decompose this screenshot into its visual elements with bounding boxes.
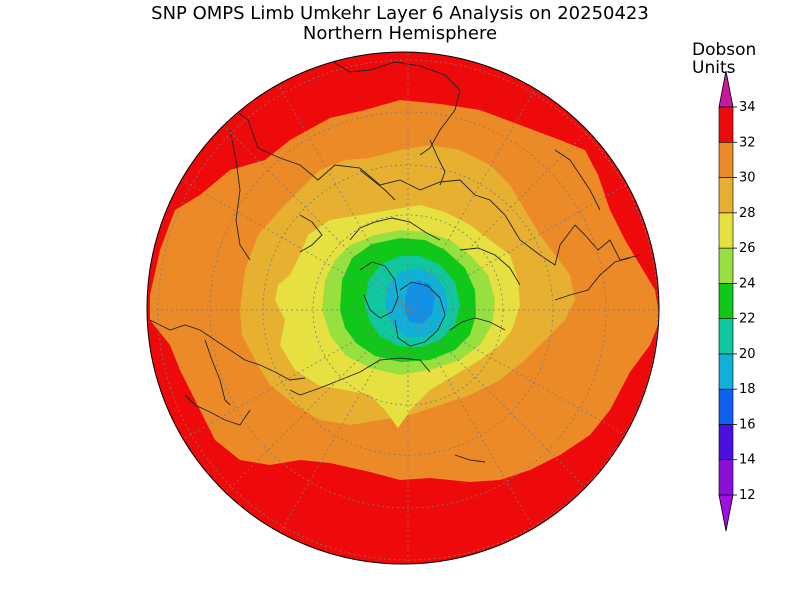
colorbar-over-arrow xyxy=(718,70,734,108)
meridian-line xyxy=(407,309,544,546)
colorbar-tick-label: 34 xyxy=(739,100,756,115)
graticule xyxy=(147,52,659,564)
meridian-line xyxy=(172,174,409,311)
colorbar: 12 14 16 18 20 22 24 26 28 30 32 34 xyxy=(718,70,756,532)
meridian-line xyxy=(407,309,644,446)
colorbar-tick-label: 22 xyxy=(739,312,756,327)
meridian-line xyxy=(212,114,409,311)
colorbar-under-arrow xyxy=(718,494,734,532)
meridian-line xyxy=(407,114,604,311)
units-label-line2: Units xyxy=(692,58,736,78)
meridian-line xyxy=(172,309,409,446)
colorbar-tick-label: 14 xyxy=(739,453,756,468)
colorbar-tick-label: 20 xyxy=(739,347,756,362)
colorbar-tick-label: 16 xyxy=(739,417,756,432)
colorbar-tick-label: 26 xyxy=(739,241,756,256)
colorbar-swatch xyxy=(718,424,734,461)
hemisphere-border xyxy=(146,51,660,565)
colorbar-tick-label: 12 xyxy=(739,488,756,503)
meridian-line xyxy=(212,309,409,506)
chart-title: SNP OMPS Limb Umkehr Layer 6 Analysis on… xyxy=(151,3,649,24)
colorbar-swatch xyxy=(718,388,734,425)
colorbar-swatch xyxy=(718,106,734,143)
colorbar-swatch xyxy=(718,247,734,284)
colorbar-swatch xyxy=(718,283,734,319)
colorbar-swatch xyxy=(718,141,734,178)
meridian-line xyxy=(272,309,409,546)
latitude-circle xyxy=(209,111,607,509)
meridian-line xyxy=(407,174,644,311)
colorbar-tick-label: 30 xyxy=(739,171,756,186)
meridian-line xyxy=(272,74,409,311)
colorbar-tick-label: 18 xyxy=(739,382,756,397)
colorbar-tick-label: 32 xyxy=(739,135,756,150)
ozone-field xyxy=(147,52,659,564)
units-label-line1: Dobson xyxy=(692,40,757,60)
colorbar-tick-label: 28 xyxy=(739,206,756,221)
meridian-line xyxy=(407,309,604,506)
colorbar-tick-label: 24 xyxy=(739,276,756,291)
colorbar-swatch xyxy=(718,177,734,214)
colorbar-swatch xyxy=(718,318,734,355)
meridian-line xyxy=(407,74,544,311)
chart-subtitle: Northern Hemisphere xyxy=(302,23,498,44)
colorbar-swatch xyxy=(718,459,734,496)
colorbar-swatch xyxy=(718,212,734,249)
colorbar-swatch xyxy=(718,353,734,390)
